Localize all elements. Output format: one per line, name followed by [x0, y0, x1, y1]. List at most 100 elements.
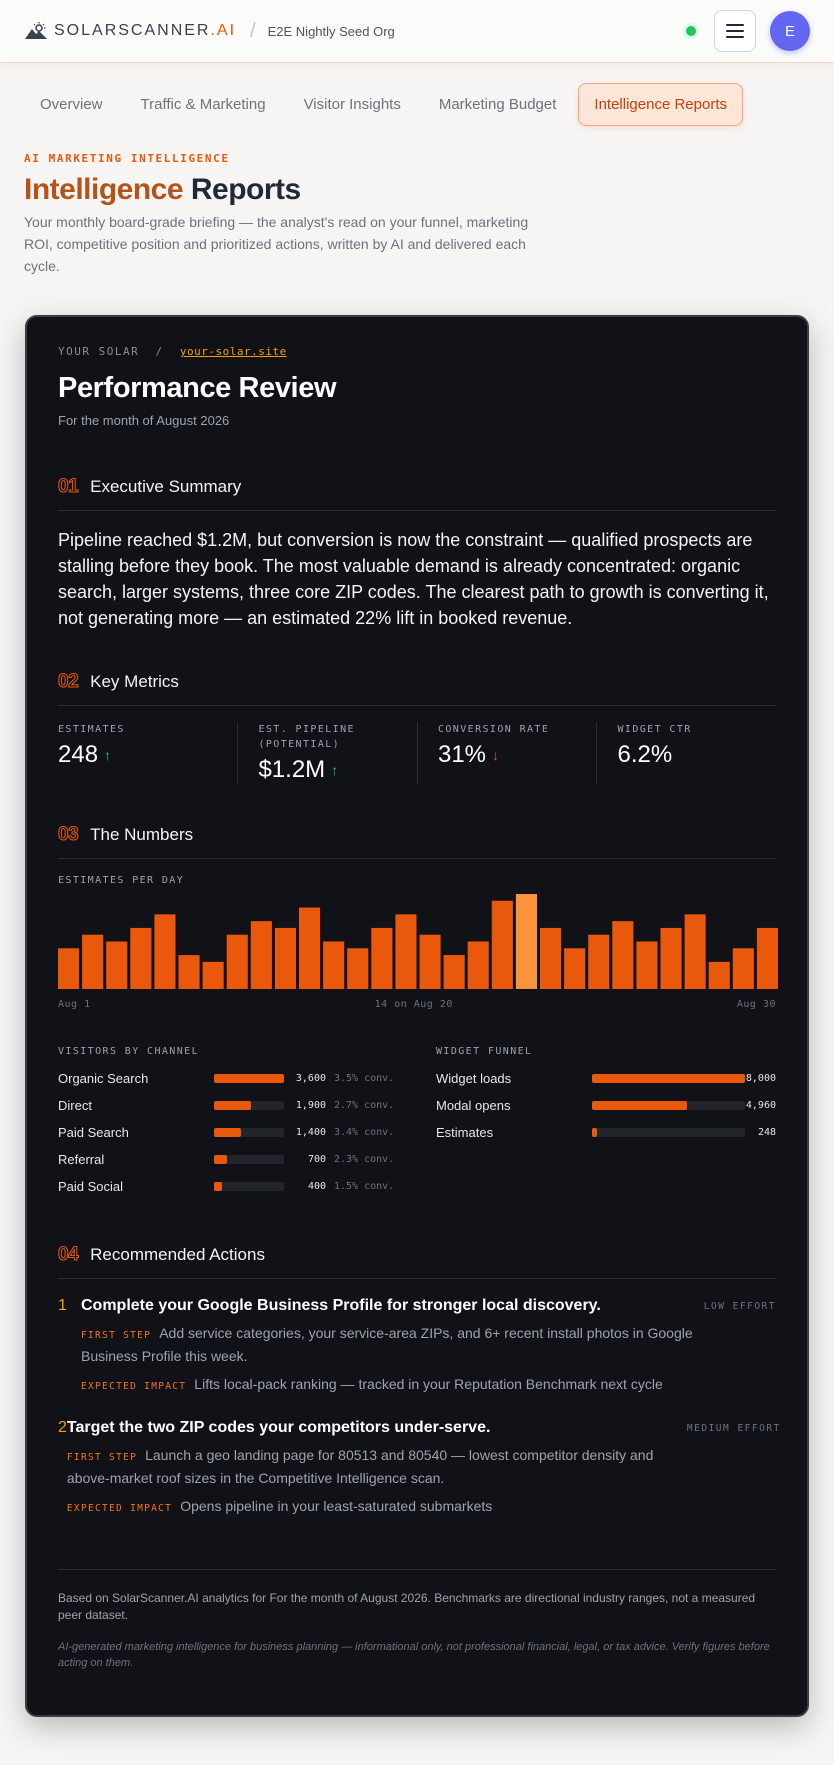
tab-overview[interactable]: Overview — [40, 96, 103, 113]
tab-traffic-marketing[interactable]: Traffic & Marketing — [140, 96, 266, 113]
page-description: Your monthly board-grade briefing — the … — [24, 214, 529, 274]
menu-button[interactable] — [714, 10, 756, 52]
numbers-breakdown: VISITORS BY CHANNEL Organic Search 3,600 3… — [58, 1046, 776, 1200]
chart-bar — [178, 955, 200, 989]
section-number: 02 — [57, 671, 79, 693]
row-value: 248 — [757, 1127, 776, 1138]
trend-up-icon: ↑ — [104, 747, 112, 763]
trend-up-icon: ↑ — [331, 762, 339, 778]
row-conversion: 2.7% conv. — [334, 1100, 395, 1111]
bar-track — [214, 1074, 284, 1083]
chart-bar — [540, 927, 562, 989]
row-label: Direct — [58, 1098, 92, 1113]
action-impact: EXPECTED IMPACT Lifts local-pack ranking … — [81, 1376, 663, 1392]
avatar[interactable]: E — [770, 11, 810, 51]
bar-fill — [214, 1182, 222, 1191]
action-impact: EXPECTED IMPACT Opens pipeline in your le… — [66, 1498, 493, 1514]
action-title: Complete your Google Business Profile fo… — [81, 1297, 601, 1314]
org-name[interactable]: E2E Nightly Seed Org — [267, 23, 395, 39]
funnel-row: Modal opens 4,960 — [436, 1092, 776, 1119]
action-title: Target the two ZIP codes your competitor… — [66, 1419, 491, 1436]
visitors-by-channel: VISITORS BY CHANNEL Organic Search 3,600 3… — [58, 1046, 396, 1200]
action-item: 1 Complete your Google Business Profile … — [58, 1297, 776, 1397]
chart-bar — [467, 941, 489, 989]
channel-row: Referral 700 2.3% conv. — [58, 1146, 396, 1173]
chart-bar — [347, 948, 369, 989]
funnel-row: Estimates 248 — [436, 1119, 776, 1146]
tab-intelligence-reports[interactable]: Intelligence Reports — [578, 83, 743, 126]
solar-logo-icon — [25, 22, 47, 39]
row-label: Modal opens — [436, 1098, 511, 1113]
chart-bar — [515, 894, 537, 989]
chart-bar — [106, 941, 128, 989]
chart-bar — [636, 941, 658, 989]
bar-fill — [592, 1128, 597, 1137]
x-tick-label: Aug 30 — [736, 999, 776, 1010]
disclaimer: AI-generated marketing intelligence for … — [58, 1641, 770, 1669]
row-value: 3,600 — [295, 1073, 326, 1084]
tab-visitor-insights[interactable]: Visitor Insights — [303, 96, 401, 113]
bar-track — [214, 1155, 284, 1164]
chart-bar — [419, 934, 441, 989]
channel-row: Paid Search 1,400 3.4% conv. — [58, 1119, 396, 1146]
action-item: 2 Target the two ZIP codes your competit… — [58, 1419, 779, 1519]
estimates-per-day-chart — [58, 894, 778, 989]
metric-value: 31% — [437, 741, 487, 768]
report-breadcrumb: YOUR SOLAR / your-solar.site — [58, 345, 287, 358]
row-label: Paid Social — [58, 1179, 124, 1194]
chart-bar — [202, 961, 224, 989]
section-key-metrics: 02 Key Metrics — [57, 671, 776, 706]
row-label: Estimates — [436, 1125, 494, 1140]
section-number: 04 — [57, 1244, 79, 1266]
section-number: 03 — [57, 824, 79, 846]
action-index: 2 — [58, 1419, 67, 1436]
row-value: 400 — [307, 1181, 326, 1192]
chart-bar — [58, 948, 80, 989]
bar-track — [214, 1182, 284, 1191]
chart-bar — [732, 948, 754, 989]
chart-bar — [226, 934, 248, 989]
chart-bar — [154, 914, 176, 989]
chart-x-axis: Aug 1 14 on Aug 20 Aug 30 — [58, 999, 776, 1010]
row-value: 1,400 — [295, 1127, 326, 1138]
action-first-step: FIRST STEP Launch a geo landing page for … — [66, 1447, 654, 1486]
logo[interactable]: SOLARSCANNER.AI — [24, 22, 236, 40]
metric-estimates: ESTIMATES 248 ↑ — [58, 724, 125, 768]
chart-bar — [756, 927, 778, 989]
channel-row: Direct 1,900 2.7% conv. — [58, 1092, 396, 1119]
site-link[interactable]: your-solar.site — [179, 345, 287, 358]
chart-bar — [371, 927, 393, 989]
metric-conversion-rate: CONVERSION RATE 31% ↓ — [416, 722, 597, 784]
chart-bar — [708, 961, 730, 989]
status-online-icon — [686, 26, 696, 36]
bar-fill — [214, 1101, 252, 1110]
row-conversion: 1.5% conv. — [334, 1181, 395, 1192]
trend-down-icon: ↓ — [492, 747, 500, 763]
effort-badge: LOW EFFORT — [703, 1301, 776, 1312]
footer-note: Based on SolarScanner.AI analytics for F… — [58, 1591, 756, 1622]
top-bar: SOLARSCANNER.AI / E2E Nightly Seed Org E — [0, 0, 834, 63]
tab-bar: Overview Traffic & Marketing Visitor Ins… — [0, 63, 834, 126]
tab-marketing-budget[interactable]: Marketing Budget — [438, 96, 557, 113]
bar-track — [214, 1128, 284, 1137]
row-label: Referral — [58, 1152, 105, 1167]
chart-bar — [443, 955, 465, 989]
page-title: Intelligence Reports — [24, 173, 301, 206]
bar-fill — [592, 1101, 687, 1110]
report-period: For the month of August 2026 — [58, 413, 230, 428]
bar-track — [592, 1128, 745, 1137]
row-value: 4,960 — [745, 1100, 776, 1111]
channel-row: Paid Social 400 1.5% conv. — [58, 1173, 396, 1200]
chart-title: ESTIMATES PER DAY — [58, 875, 185, 886]
widget-funnel: WIDGET FUNNEL Widget loads 8,000 Modal ope… — [436, 1046, 776, 1200]
bar-fill — [214, 1074, 284, 1083]
row-label: Paid Search — [58, 1125, 129, 1140]
bar-track — [592, 1074, 745, 1083]
section-title: Key Metrics — [90, 672, 179, 691]
section-the-numbers: 03 The Numbers — [57, 824, 776, 859]
section-title: Executive Summary — [90, 477, 242, 496]
row-conversion: 3.5% conv. — [334, 1073, 395, 1084]
action-index: 1 — [58, 1297, 67, 1314]
chart-bar — [684, 914, 706, 989]
row-value: 8,000 — [745, 1073, 776, 1084]
